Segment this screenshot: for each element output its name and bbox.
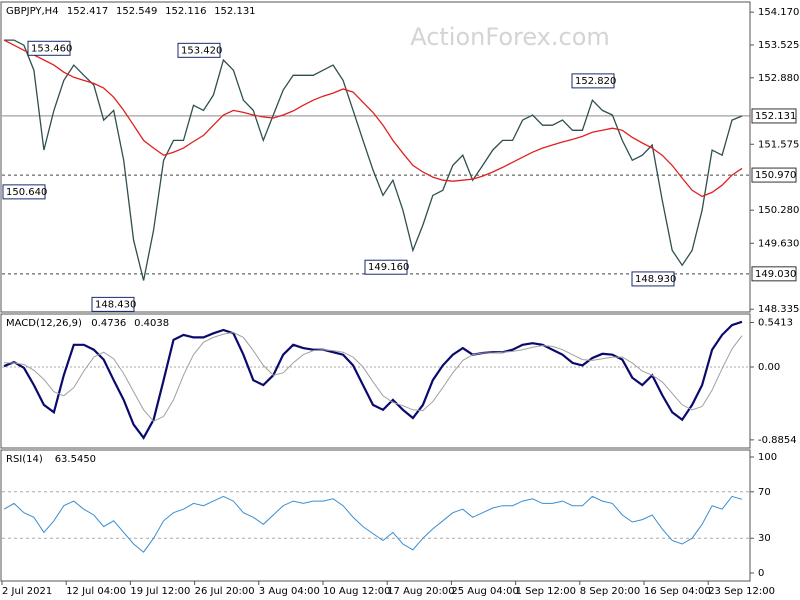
y-tick-label: 30 [758, 533, 771, 544]
series-line [4, 331, 743, 422]
price-annotation: 149.160 [368, 262, 409, 273]
x-tick-label: 17 Aug 20:00 [387, 586, 454, 597]
series-line [4, 39, 743, 281]
y-tick-label: 0.5413 [758, 317, 793, 328]
price-annotation-box [91, 296, 135, 312]
price-annotation-box [364, 259, 408, 275]
y-tick-label: 149.630 [758, 238, 799, 249]
x-tick-label: 26 Jul 20:00 [195, 586, 255, 597]
x-tick-label: 12 Jul 04:00 [66, 586, 126, 597]
y-tick-label: -0.8854 [758, 435, 797, 446]
panel-title: GBPJPY,H4 [6, 6, 59, 17]
level-label: 150.970 [755, 170, 796, 181]
y-tick-label: 70 [758, 487, 771, 498]
y-tick-label: 100 [758, 452, 777, 463]
price-annotation: 153.460 [31, 43, 72, 54]
y-tick-label: 0 [758, 568, 764, 579]
price-annotation-box [631, 271, 675, 287]
y-tick-label: 0.00 [758, 362, 780, 373]
y-tick-label: 148.335 [758, 304, 799, 315]
x-tick-label: 2 Jul 2021 [2, 586, 52, 597]
level-label-box [751, 266, 797, 282]
price-annotation: 148.930 [635, 274, 676, 285]
level-label-box [751, 167, 797, 183]
panel-title: RSI(14) [6, 454, 43, 465]
x-tick-label: 1 Sep 12:00 [516, 586, 576, 597]
series-line [3, 495, 743, 553]
panel-frame [0, 1, 751, 313]
header-value: 152.116 [165, 6, 206, 17]
panel-frame [0, 313, 751, 449]
x-tick-label: 19 Jul 12:00 [130, 586, 190, 597]
price-annotation-box [177, 42, 221, 58]
x-tick-label: 25 Aug 04:00 [451, 586, 518, 597]
price-annotation-box [571, 73, 615, 89]
x-tick-label: 23 Sep 12:00 [708, 586, 775, 597]
watermark: ActionForex.com [410, 23, 610, 51]
header-value: 152.131 [214, 6, 255, 17]
price-annotation: 148.430 [95, 299, 136, 310]
header-value: 0.4736 [91, 318, 126, 329]
header-value: 152.417 [67, 6, 108, 17]
panel-frame [0, 449, 751, 582]
y-tick-label: 154.170 [758, 7, 799, 18]
price-annotation: 153.420 [181, 45, 222, 56]
price-annotation: 150.640 [6, 187, 47, 198]
y-tick-label: 151.575 [758, 139, 799, 150]
header-value: 152.549 [116, 6, 157, 17]
level-label: 152.131 [755, 111, 796, 122]
level-label: 149.030 [755, 269, 796, 280]
y-tick-label: 152.880 [758, 73, 799, 84]
x-tick-label: 3 Aug 04:00 [259, 586, 320, 597]
series-line [3, 39, 743, 198]
level-label-box [751, 108, 797, 124]
y-tick-label: 153.525 [758, 40, 799, 51]
y-tick-label: 150.280 [758, 205, 799, 216]
x-tick-label: 8 Sep 20:00 [580, 586, 640, 597]
price-annotation-box [2, 184, 46, 200]
price-annotation-box [27, 40, 71, 56]
header-value: 63.5450 [55, 454, 96, 465]
x-tick-label: 16 Sep 04:00 [644, 586, 711, 597]
series-line [3, 320, 743, 440]
header-value: 0.4038 [134, 318, 169, 329]
panel-title: MACD(12,26,9) [6, 318, 82, 329]
price-annotation: 152.820 [575, 76, 616, 87]
x-tick-label: 10 Aug 12:00 [323, 586, 390, 597]
